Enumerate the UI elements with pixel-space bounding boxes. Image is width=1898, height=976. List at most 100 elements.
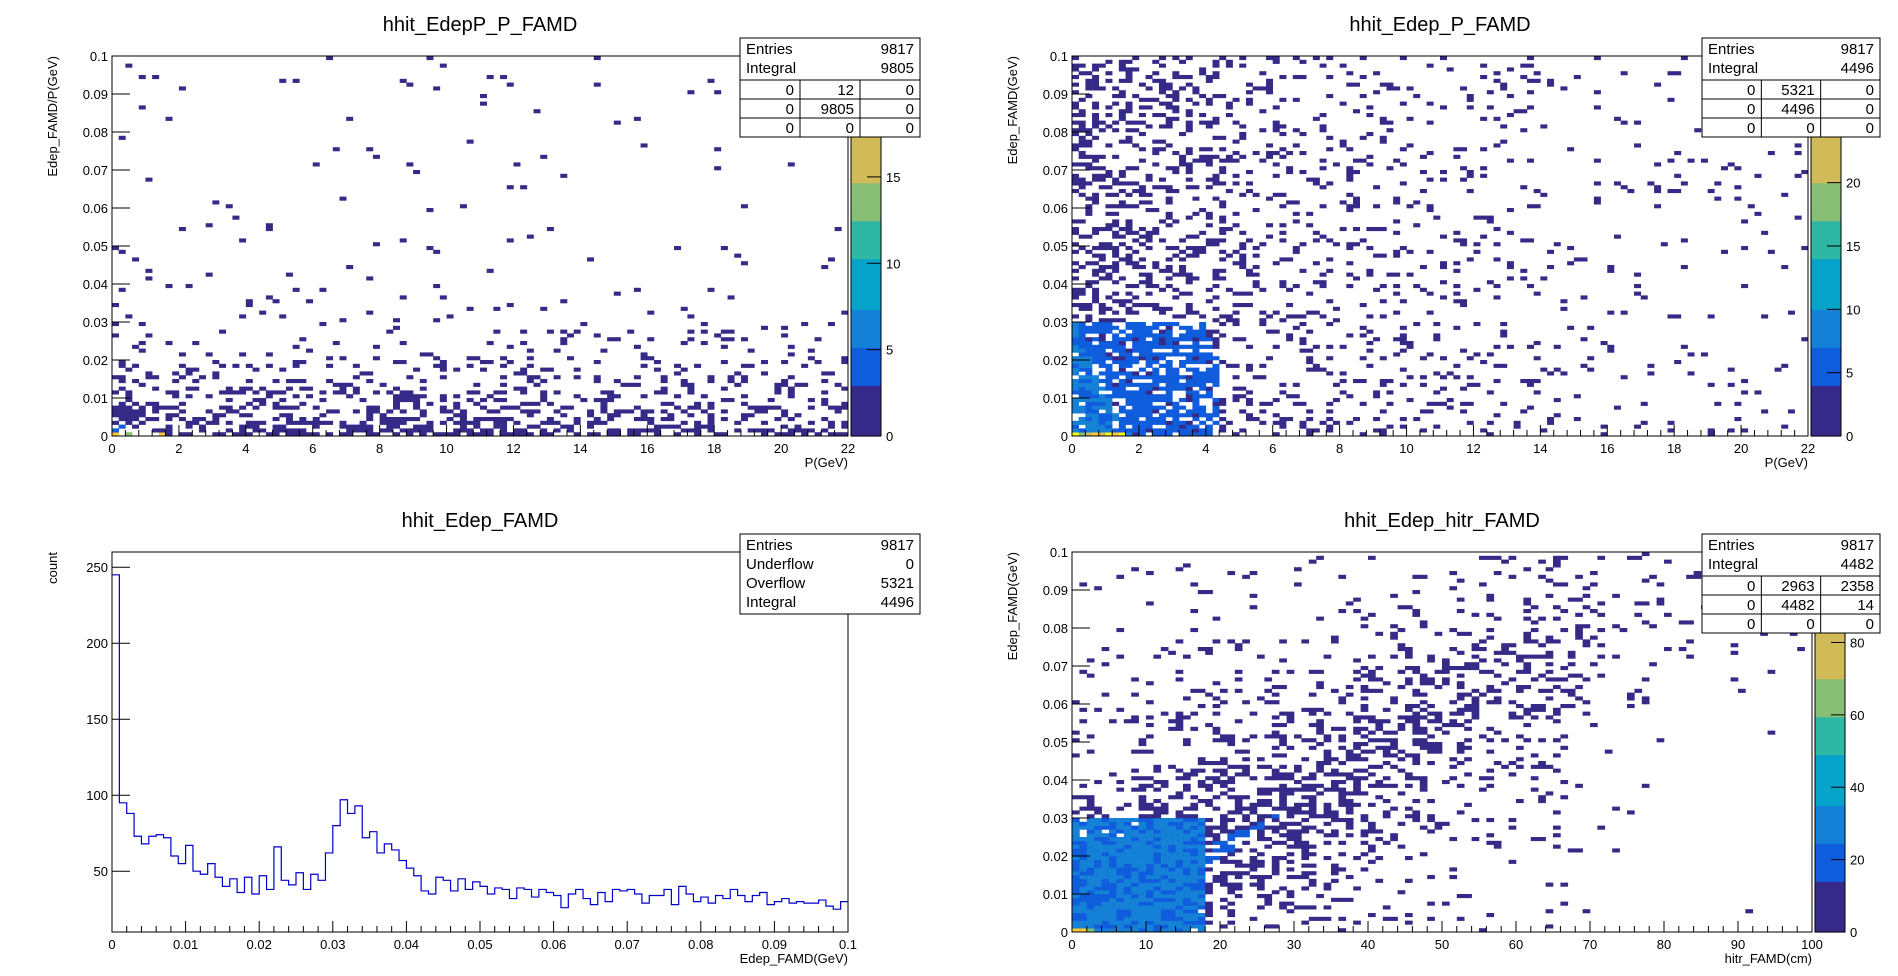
heatmap-cell-3-39-40 [1360,776,1369,781]
heatmap-cell-1-9-0 [1132,432,1140,437]
heatmap-cell-1-14-28 [1165,325,1173,330]
heatmap-cell-1-78-90 [1593,90,1601,95]
heatmap-cell-1-15-85 [1172,109,1180,114]
heatmap-cell-3-50-66 [1442,677,1450,682]
heatmap-cell-1-51-4 [1413,417,1421,422]
heatmap-cell-1-15-95 [1172,71,1180,76]
heatmap-cell-3-13-7 [1168,901,1176,906]
heatmap-cell-1-25-73 [1239,154,1247,159]
heatmap-cell-1-2-59 [1085,208,1093,213]
heatmap-cell-3-9-25 [1138,833,1147,838]
heatmap-cell-3-14-11 [1175,886,1184,891]
heatmap-cell-0-37-2 [359,424,367,429]
heatmap-cell-3-34-25 [1323,833,1332,838]
heatmap-cell-0-78-38 [633,287,641,292]
heatmap-cell-3-7-27 [1123,825,1132,830]
heatmap-cell-1-20-82 [1205,120,1213,125]
x-tick-label-1-11: 22 [1801,441,1815,456]
heatmap-cell-1-9-20 [1132,356,1140,361]
heatmap-cell-3-9-49 [1138,742,1147,747]
heatmap-cell-1-71-92 [1547,82,1555,87]
heatmap-cell-3-1-6 [1079,905,1088,910]
heatmap-cell-3-44-45 [1397,757,1406,762]
heatmap-cell-3-14-31 [1175,810,1184,815]
heatmap-cell-1-31-51 [1279,238,1287,243]
heatmap-cell-3-8-20 [1131,852,1139,857]
heatmap-cell-1-1-12 [1078,386,1086,391]
heatmap-cell-0-1-7 [118,405,126,410]
heatmap-cell-1-12-3 [1152,420,1160,425]
heatmap-cell-1-1-81 [1078,124,1086,129]
heatmap-cell-1-82-82 [1620,120,1628,125]
stats-grid-cell-0-0-1: 12 [837,82,854,99]
heatmap-cell-0-18-0 [232,432,240,437]
heatmap-cell-1-8-66 [1125,181,1133,186]
heatmap-cell-3-27-15 [1271,871,1280,876]
stats-grid-cell-1-2-2: 0 [1866,120,1874,137]
heatmap-cell-0-101-11 [787,390,795,395]
heatmap-cell-3-12-2 [1160,920,1169,925]
heatmap-cell-3-65-76 [1553,639,1561,644]
heatmap-cell-1-0-0 [1072,432,1079,437]
heatmap-cell-1-7-77 [1118,139,1126,144]
heatmap-cell-3-8-2 [1131,920,1139,925]
heatmap-cell-3-11-11 [1153,886,1162,891]
heatmap-cell-3-33-36 [1316,791,1324,796]
heatmap-cell-3-15-14 [1183,875,1191,880]
heatmap-cell-1-11-68 [1145,173,1153,178]
heatmap-cell-0-49-97 [439,63,447,68]
heatmap-cell-3-44-79 [1397,628,1406,633]
heatmap-cell-3-43-78 [1390,631,1398,636]
palette-cell-0-22 [851,144,881,158]
heatmap-cell-3-16-2 [1190,920,1199,925]
palette-cell-0-17 [851,208,881,222]
heatmap-cell-0-82-11 [660,390,668,395]
palette-cell-3-17 [1815,704,1845,718]
heatmap-cell-1-24-10 [1232,394,1240,399]
heatmap-cell-0-80-25 [647,337,655,342]
heatmap-cell-0-42-12 [393,386,401,391]
heatmap-cell-0-15-5 [212,413,220,418]
heatmap-cell-3-13-22 [1168,844,1176,849]
heatmap-cell-1-3-42 [1092,272,1100,277]
heatmap-cell-1-74-49 [1567,246,1575,251]
heatmap-cell-1-14-17 [1165,367,1173,372]
heatmap-cell-1-17-92 [1185,82,1193,87]
heatmap-cell-1-33-56 [1292,219,1300,224]
heatmap-cell-1-100-14 [1741,379,1749,384]
heatmap-cell-1-12-12 [1152,386,1160,391]
heatmap-cell-0-55-1 [480,428,487,433]
heatmap-cell-3-36-39 [1338,780,1347,785]
heatmap-cell-3-39-51 [1360,734,1369,739]
heatmap-cell-3-9-28 [1138,821,1147,826]
heatmap-cell-0-43-1 [399,428,407,433]
heatmap-cell-1-10-5 [1138,413,1146,418]
z-tick-label-3-3: 60 [1850,708,1864,723]
heatmap-cell-1-8-33 [1125,306,1133,311]
z-tick-label-1-0: 0 [1846,429,1853,444]
heatmap-cell-3-21-20 [1227,852,1236,857]
heatmap-cell-0-56-4 [486,417,494,422]
heatmap-cell-3-60-51 [1516,734,1524,739]
heatmap-cell-3-67-70 [1567,662,1576,667]
heatmap-cell-1-61-70 [1480,166,1488,171]
heatmap-cell-3-53-62 [1464,692,1472,697]
heatmap-cell-1-8-96 [1125,67,1133,72]
heatmap-cell-3-18-5 [1205,909,1213,914]
heatmap-cell-1-51-55 [1413,223,1421,228]
heatmap-cell-3-0-46 [1072,753,1080,758]
heatmap-cell-3-32-32 [1308,806,1317,811]
heatmap-cell-3-36-29 [1338,818,1347,823]
heatmap-cell-0-5-67 [145,177,153,182]
heatmap-cell-3-4-28 [1101,821,1110,826]
heatmap-cell-0-1-19 [118,360,126,365]
heatmap-cell-3-32-50 [1308,738,1317,743]
heatmap-cell-3-24-28 [1249,821,1258,826]
heatmap-cell-3-14-14 [1175,875,1184,880]
heatmap-cell-1-90-68 [1674,173,1682,178]
heatmap-cell-1-89-1 [1667,428,1675,433]
heatmap-cell-1-13-9 [1158,398,1166,403]
heatmap-cell-3-15-11 [1183,886,1191,891]
heatmap-cell-1-20-21 [1205,352,1213,357]
heatmap-cell-3-67-59 [1567,704,1576,709]
